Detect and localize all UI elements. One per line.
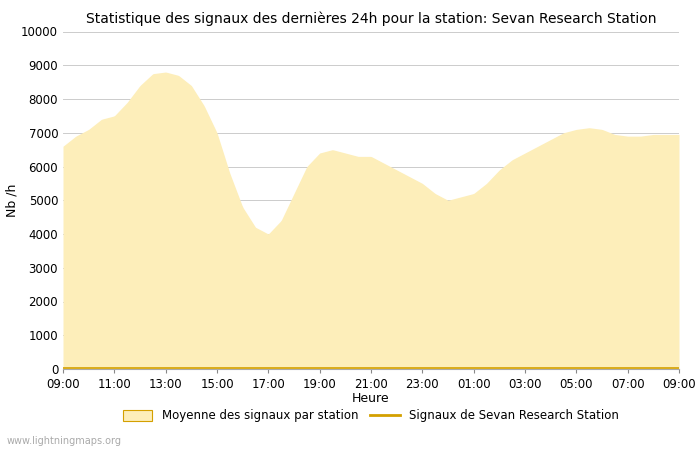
Text: www.lightningmaps.org: www.lightningmaps.org xyxy=(7,436,122,446)
X-axis label: Heure: Heure xyxy=(352,392,390,405)
Title: Statistique des signaux des dernières 24h pour la station: Sevan Research Statio: Statistique des signaux des dernières 24… xyxy=(85,12,657,26)
Legend: Moyenne des signaux par station, Signaux de Sevan Research Station: Moyenne des signaux par station, Signaux… xyxy=(118,405,624,427)
Y-axis label: Nb /h: Nb /h xyxy=(6,184,18,217)
